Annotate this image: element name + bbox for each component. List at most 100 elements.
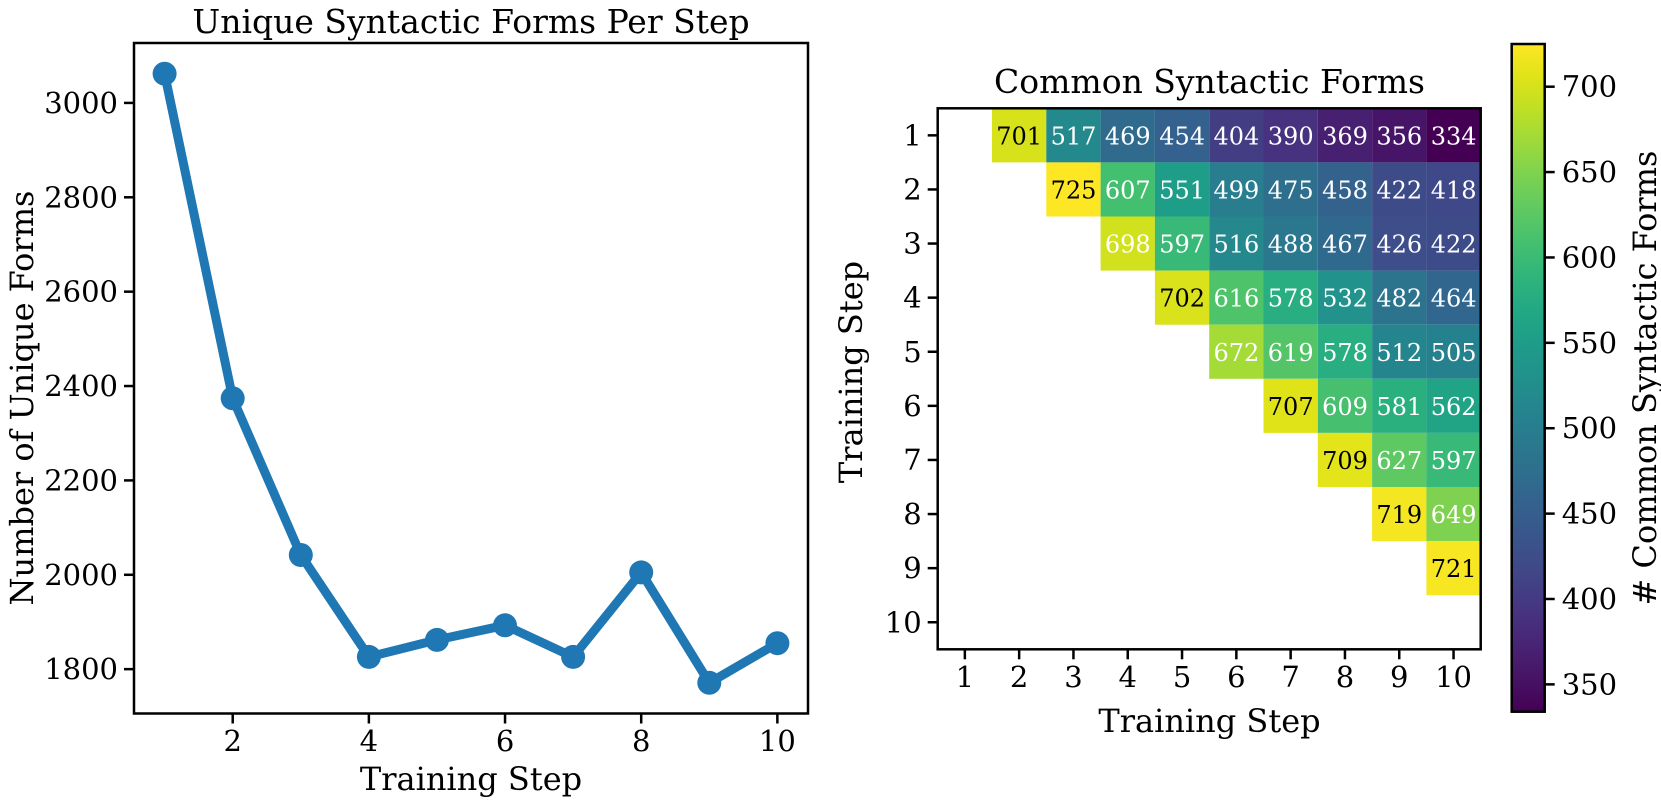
heatmap-cell-value: 532 (1322, 285, 1368, 313)
heatmap-cell-value: 488 (1268, 231, 1314, 259)
heatmap-cell (1372, 216, 1427, 271)
heatmap-cell (1426, 108, 1481, 163)
x-tick-label: 5 (1173, 660, 1191, 694)
heatmap-cell (1209, 108, 1264, 163)
heatmap-cell (1372, 432, 1427, 487)
heatmap-cell-value: 597 (1431, 447, 1477, 475)
heatmap-cell-value: 607 (1105, 177, 1151, 205)
heatmap-cell (1372, 378, 1427, 433)
heatmap-cell (1209, 162, 1264, 217)
heatmap-cell-value: 619 (1268, 339, 1314, 367)
heatmap-cell (1372, 270, 1427, 325)
colorbar-tick-label: 500 (1562, 411, 1617, 445)
colorbar-tick-label: 350 (1562, 667, 1617, 701)
x-tick-label: 6 (1227, 660, 1245, 694)
heatmap-cell-value: 672 (1213, 339, 1259, 367)
data-point-marker (425, 627, 449, 652)
heatmap-cell (1372, 162, 1427, 217)
heatmap-cell-value: 512 (1376, 339, 1422, 367)
x-tick-label: 2 (223, 724, 241, 758)
heatmap-cell-value: 725 (1051, 177, 1097, 205)
heatmap-cell (1317, 378, 1373, 433)
heatmap-cell (1317, 270, 1373, 325)
y-tick-label: 2800 (44, 180, 118, 214)
heatmap-cell-value: 390 (1268, 122, 1314, 150)
line-chart-y-axis-label: Number of Unique Forms (3, 190, 41, 606)
heatmap-cell (1317, 108, 1373, 163)
heatmap-cell (1046, 108, 1101, 163)
heatmap-title: Common Syntactic Forms (994, 62, 1425, 101)
y-tick-label: 4 (903, 281, 921, 315)
heatmap-cell (1209, 270, 1264, 325)
heatmap-cell-value: 467 (1322, 231, 1368, 259)
heatmap-cell (1263, 324, 1318, 379)
heatmap-cell (1426, 270, 1481, 325)
heatmap-cell (1317, 216, 1373, 271)
heatmap-cell-value: 458 (1322, 177, 1368, 205)
x-tick-label: 3 (1064, 660, 1082, 694)
line-series (160, 69, 782, 688)
line-chart: 1800 2000 2200 2400 2600 2800 3000 2 4 6 8 10 (44, 41, 810, 758)
heatmap-cell-value: 578 (1322, 339, 1368, 367)
x-tick-label: 10 (1435, 660, 1472, 694)
heatmap-cell-value: 422 (1431, 231, 1477, 259)
y-tick-label: 5 (903, 335, 921, 369)
x-tick-label: 9 (1390, 660, 1408, 694)
data-point-marker (765, 631, 790, 656)
colorbar-tick-label: 650 (1562, 155, 1617, 189)
colorbar: 350 400 450 500 550 600 650 700 (1510, 42, 1617, 713)
heatmap-cell (1154, 162, 1210, 217)
heatmap-cell (1317, 324, 1373, 379)
heatmap-cell-value: 721 (1431, 555, 1477, 583)
heatmap-cell (1263, 270, 1318, 325)
data-point-marker (288, 543, 313, 567)
heatmap-y-axis-label: Training Step (832, 260, 870, 484)
heatmap-cell (1263, 216, 1318, 271)
heatmap-cell-value: 404 (1213, 122, 1259, 150)
y-tick-label: 2600 (44, 275, 118, 309)
line-chart-title: Unique Syntactic Forms Per Step (192, 2, 750, 41)
x-tick-label: 6 (496, 724, 514, 758)
x-tick-label: 1 (956, 660, 974, 694)
heatmap-cell (1154, 216, 1210, 271)
heatmap-cell-value: 702 (1159, 285, 1205, 313)
heatmap-cell-value: 551 (1159, 177, 1205, 205)
y-tick-label: 1800 (44, 652, 118, 686)
heatmap-cell-value: 709 (1322, 447, 1368, 475)
heatmap-cell (1209, 216, 1264, 271)
line-chart-x-axis-label: Training Step (359, 760, 583, 798)
x-tick-label: 10 (759, 724, 796, 758)
heatmap-cell-value: 418 (1431, 177, 1477, 205)
heatmap-cell-value: 707 (1268, 393, 1314, 421)
data-point-marker (493, 613, 517, 638)
colorbar-tick-label: 400 (1562, 582, 1617, 616)
heatmap-cell-value: 334 (1431, 122, 1477, 150)
heatmap-cell-value: 578 (1268, 285, 1314, 313)
y-tick-label: 2000 (44, 558, 118, 592)
x-tick-label: 8 (1336, 660, 1354, 694)
colorbar-tick-label: 700 (1562, 70, 1617, 104)
colorbar-frame (1510, 42, 1546, 713)
heatmap-cell (1317, 162, 1373, 217)
heatmap-cell-value: 516 (1213, 231, 1259, 259)
heatmap-cell-value: 719 (1376, 501, 1422, 529)
heatmap-cell (1263, 108, 1318, 163)
heatmap-cell-value: 517 (1051, 122, 1097, 150)
heatmap-cell (1426, 378, 1481, 433)
heatmap-cell-value: 464 (1431, 285, 1477, 313)
data-point-marker (561, 644, 586, 669)
heatmap-frame (936, 107, 1482, 651)
heatmap-cell-value: 454 (1159, 122, 1205, 150)
heatmap-cell (1154, 108, 1210, 163)
y-tick-label: 6 (903, 389, 921, 423)
y-tick-label: 3 (903, 227, 921, 261)
heatmap-cell-value: 597 (1159, 231, 1205, 259)
heatmap-cell (1372, 324, 1427, 379)
heatmap-cell-value: 616 (1213, 285, 1259, 313)
data-point-marker (629, 560, 654, 585)
colorbar-tick-label: 600 (1562, 240, 1617, 274)
heatmap-cell (1426, 324, 1481, 379)
heatmap-cell (1263, 162, 1318, 217)
